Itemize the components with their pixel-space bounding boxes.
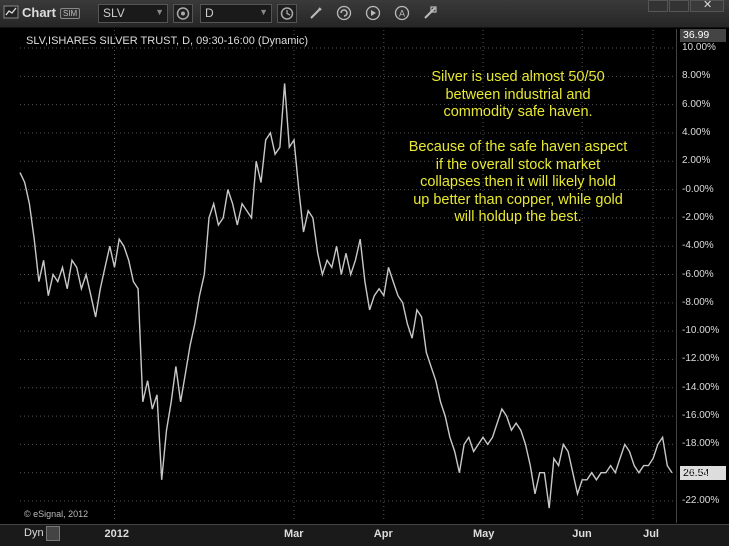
y-tick-label: -2.00% xyxy=(682,211,714,223)
x-tick-label: Jul xyxy=(643,528,659,540)
tools-icon[interactable] xyxy=(422,5,438,21)
symbol-input[interactable]: SLV ▼ xyxy=(98,4,168,23)
refresh-icon[interactable] xyxy=(336,5,352,21)
close-button[interactable]: ✕ xyxy=(690,0,724,12)
y-tick-label: -14.00% xyxy=(682,381,720,393)
interval-value: D xyxy=(205,6,214,20)
y-tick-label: -12.00% xyxy=(682,353,720,365)
y-tick-label: -18.00% xyxy=(682,438,720,450)
chart-app-icon xyxy=(3,5,19,19)
lock-icon[interactable] xyxy=(46,526,60,541)
y-tick-label: -16.00% xyxy=(682,410,720,422)
sim-badge: SIM xyxy=(60,8,81,19)
y-tick-label: 8.00% xyxy=(682,70,711,82)
last-price-tag: 36.99 xyxy=(680,29,726,42)
maximize-button[interactable] xyxy=(669,0,689,12)
x-tick-label: 2012 xyxy=(104,528,129,540)
interval-link-button[interactable] xyxy=(277,4,297,23)
y-tick-label: -20.00% xyxy=(682,466,720,478)
play-icon[interactable] xyxy=(365,5,381,21)
title-bar: Chart SIM SLV ▼ D ▼ A xyxy=(0,0,729,28)
chart-annotation: Silver is used almost 50/50 between indu… xyxy=(408,69,628,225)
y-tick-label: 4.00% xyxy=(682,126,711,138)
y-tick-label: 2.00% xyxy=(682,155,711,167)
settings-icon xyxy=(176,7,190,20)
copyright-label: © eSignal, 2012 xyxy=(24,509,89,519)
clock-icon xyxy=(280,7,294,20)
chevron-down-icon: ▼ xyxy=(259,7,268,17)
price-axis[interactable] xyxy=(677,29,729,524)
chart-caption: SLV,ISHARES SILVER TRUST, D, 09:30-16:00… xyxy=(26,35,309,47)
svg-text:A: A xyxy=(399,9,405,19)
price-series-line xyxy=(19,83,673,509)
y-tick-label: 6.00% xyxy=(682,98,711,110)
x-tick-label: Jun xyxy=(572,528,592,540)
y-tick-label: -10.00% xyxy=(682,325,720,337)
alert-icon[interactable]: A xyxy=(394,5,410,21)
plot-area[interactable] xyxy=(20,29,677,523)
y-tick-label: -8.00% xyxy=(682,296,714,308)
y-tick-label: 10.00% xyxy=(682,42,716,53)
dynamic-mode-label[interactable]: Dyn xyxy=(24,527,44,539)
bottom-bar xyxy=(0,524,729,546)
window-title: Chart xyxy=(22,5,56,20)
symbol-value: SLV xyxy=(103,6,125,20)
y-tick-label: -0.00% xyxy=(682,183,714,195)
symbol-link-button[interactable] xyxy=(173,4,193,23)
pencil-icon[interactable] xyxy=(308,5,324,21)
x-tick-label: Apr xyxy=(373,528,393,540)
y-tick-label: -6.00% xyxy=(682,268,714,280)
chevron-down-icon: ▼ xyxy=(155,7,164,17)
minimize-button[interactable] xyxy=(648,0,668,12)
current-value-tag: 26.54 xyxy=(680,466,726,480)
x-tick-label: May xyxy=(473,528,495,540)
y-tick-label: -4.00% xyxy=(682,240,714,252)
close-icon: ✕ xyxy=(703,0,713,11)
interval-input[interactable]: D ▼ xyxy=(200,4,272,23)
x-tick-label: Mar xyxy=(284,528,304,540)
y-tick-label: -22.00% xyxy=(682,495,720,506)
